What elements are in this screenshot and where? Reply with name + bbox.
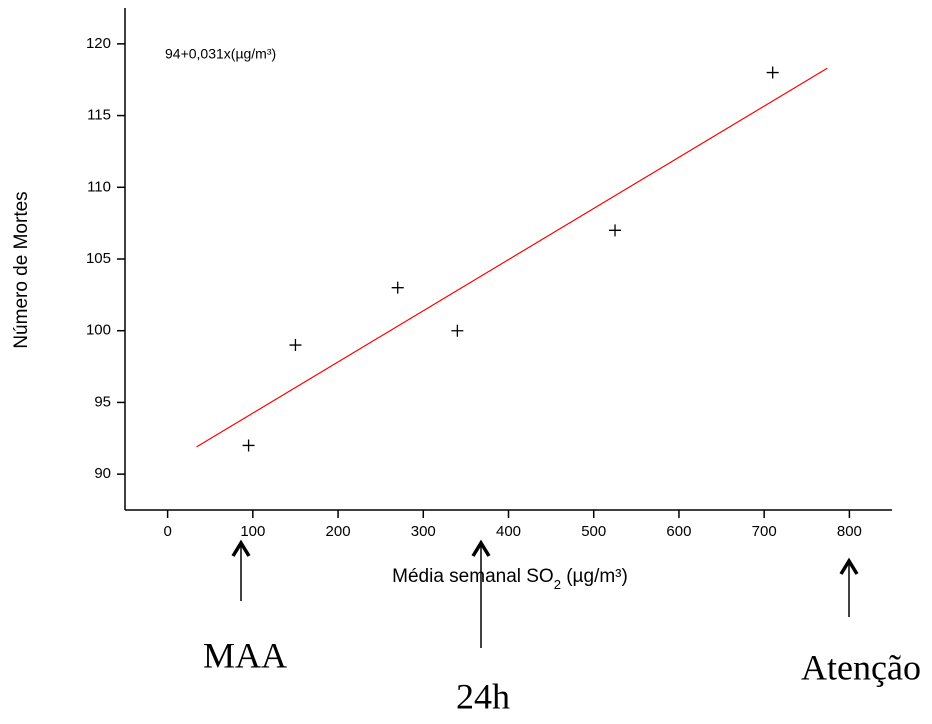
y-tick-label: 90 (94, 465, 111, 482)
x-axis-label: Média semanal SO2 (µg/m³) (392, 566, 628, 592)
y-tick-label: 115 (87, 107, 111, 124)
x-label-subscript: 2 (554, 577, 561, 592)
marker-label: 24h (456, 676, 510, 716)
arrows (231, 539, 859, 648)
x-tick-label: 400 (496, 523, 521, 540)
marker-label: MAA (203, 635, 287, 675)
x-label-part: Média semanal SO (392, 566, 554, 587)
x-tick-label: 700 (752, 523, 777, 540)
point (391, 281, 404, 294)
y-tick-label: 100 (86, 322, 111, 339)
marker-label: Atenção (801, 647, 921, 687)
x-tick-label: 500 (581, 523, 606, 540)
point (451, 324, 464, 337)
y-axis-label: Número de Mortes (11, 191, 32, 348)
point (242, 439, 255, 452)
y-tick-label: 95 (94, 393, 111, 410)
arrow-head (231, 539, 251, 557)
y-tick-label: 110 (87, 178, 111, 195)
fit-line (196, 67, 828, 448)
x-tick-label: 0 (163, 523, 171, 540)
point (766, 66, 779, 79)
arrow-head (839, 557, 859, 575)
y-tick-label: 105 (86, 250, 111, 267)
y-tick-label: 120 (86, 35, 111, 52)
point (289, 339, 302, 352)
x-tick-label: 100 (240, 523, 265, 540)
fit-annotation: 94+0,031x(µg/m³) (165, 46, 276, 62)
x-label-part: (µg/m³) (561, 566, 628, 587)
x-tick-label: 200 (326, 523, 351, 540)
x-tick-label: 300 (411, 523, 436, 540)
x-tick-label: 600 (666, 523, 691, 540)
point (609, 224, 622, 237)
x-tick-label: 800 (837, 523, 862, 540)
arrow-head (471, 539, 491, 557)
